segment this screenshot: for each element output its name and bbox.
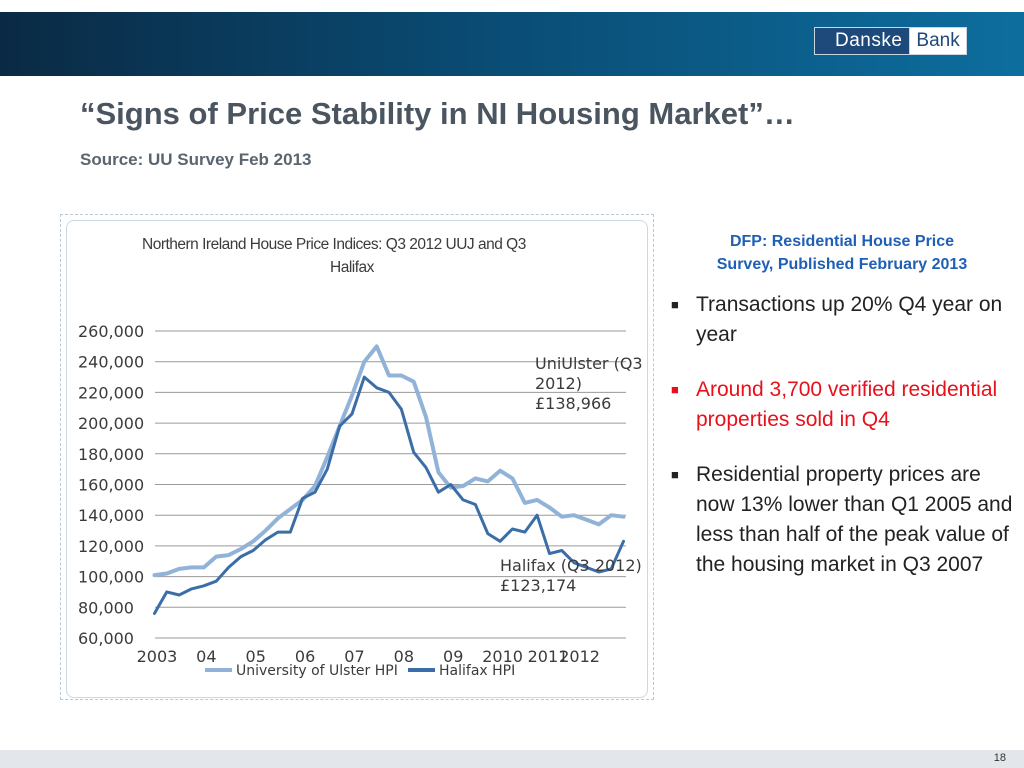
annotation-label: UniUlster (Q3 bbox=[535, 354, 643, 373]
y-tick-label: 120,000 bbox=[78, 537, 144, 556]
y-tick-label: 200,000 bbox=[78, 414, 144, 433]
slide-subtitle: Source: UU Survey Feb 2013 bbox=[80, 150, 312, 169]
y-tick-label: 260,000 bbox=[78, 322, 144, 341]
annotation-label: Halifax (Q3 2012) bbox=[500, 556, 642, 575]
y-tick-label: 180,000 bbox=[78, 445, 144, 464]
annotation-label: 2012) bbox=[535, 374, 582, 393]
legend-label: Halifax HPI bbox=[439, 663, 515, 679]
chart-frame bbox=[60, 214, 654, 700]
series-line bbox=[152, 344, 626, 578]
x-tick-label: 2012 bbox=[559, 647, 600, 666]
legend-label: University of Ulster HPI bbox=[236, 663, 398, 679]
bullet-item-highlight: ■ Around 3,700 verified residential prope… bbox=[668, 375, 1013, 435]
page-number: 18 bbox=[993, 752, 1006, 764]
bullet-square-icon: ■ bbox=[671, 382, 679, 397]
y-tick-label: 140,000 bbox=[78, 506, 144, 525]
y-tick-label: 220,000 bbox=[78, 383, 144, 402]
bullet-list: ■ Transactions up 20% Q4 year on year ■ Ar… bbox=[668, 290, 1013, 605]
side-heading-line-1: DFP: Residential House Price bbox=[729, 233, 955, 250]
bullet-square-icon: ■ bbox=[671, 467, 679, 482]
bullet-text: Residential property prices are now 13% … bbox=[696, 463, 1013, 576]
x-tick-label: 2010 bbox=[482, 647, 523, 666]
x-tick-label: 2003 bbox=[137, 647, 178, 666]
danske-bank-logo: Danske Bank bbox=[814, 27, 967, 55]
bullet-square-icon: ■ bbox=[671, 297, 679, 312]
x-tick-label: 08 bbox=[394, 647, 414, 666]
chart-panel bbox=[66, 220, 648, 698]
x-tick-label: 07 bbox=[344, 647, 364, 666]
chart-title-line-2: Halifax bbox=[330, 259, 374, 276]
bullet-text: Around 3,700 verified residential proper… bbox=[696, 378, 998, 431]
x-tick-label: 04 bbox=[196, 647, 216, 666]
chart-title-line-1: Northern Ireland House Price Indices: Q3… bbox=[142, 236, 526, 253]
x-tick-label: 05 bbox=[246, 647, 266, 666]
bullet-text: Transactions up 20% Q4 year on year bbox=[696, 293, 1003, 346]
annotation-label: £123,174 bbox=[500, 576, 576, 595]
series-line bbox=[153, 375, 625, 615]
y-tick-label: 240,000 bbox=[78, 353, 144, 372]
annotation-label: £138,966 bbox=[535, 394, 611, 413]
footer-bar bbox=[0, 750, 1024, 768]
bullet-item: ■ Residential property prices are now 13%… bbox=[668, 460, 1013, 580]
house-price-chart: 260,000 240,000 220,000 200,000 180,000 160,0… bbox=[78, 322, 643, 679]
x-tick-label: 06 bbox=[295, 647, 315, 666]
y-tick-label: 100,000 bbox=[78, 568, 144, 587]
side-heading-line-2: Survey, Published February 2013 bbox=[716, 256, 968, 273]
slide-title: “Signs of Price Stability in NI Housing … bbox=[80, 96, 795, 131]
side-panel-heading: DFP: Residential House Price Survey, Pub… bbox=[672, 230, 1012, 276]
y-tick-label: 60,000 bbox=[78, 629, 134, 648]
y-tick-label: 80,000 bbox=[78, 598, 134, 617]
logo-text-danske: Danske bbox=[815, 28, 910, 54]
logo-text-bank: Bank bbox=[909, 28, 966, 54]
x-tick-label: 09 bbox=[443, 647, 463, 666]
bullet-item: ■ Transactions up 20% Q4 year on year bbox=[668, 290, 1013, 350]
x-tick-label: 2011 bbox=[528, 647, 569, 666]
y-tick-label: 160,000 bbox=[78, 476, 144, 495]
